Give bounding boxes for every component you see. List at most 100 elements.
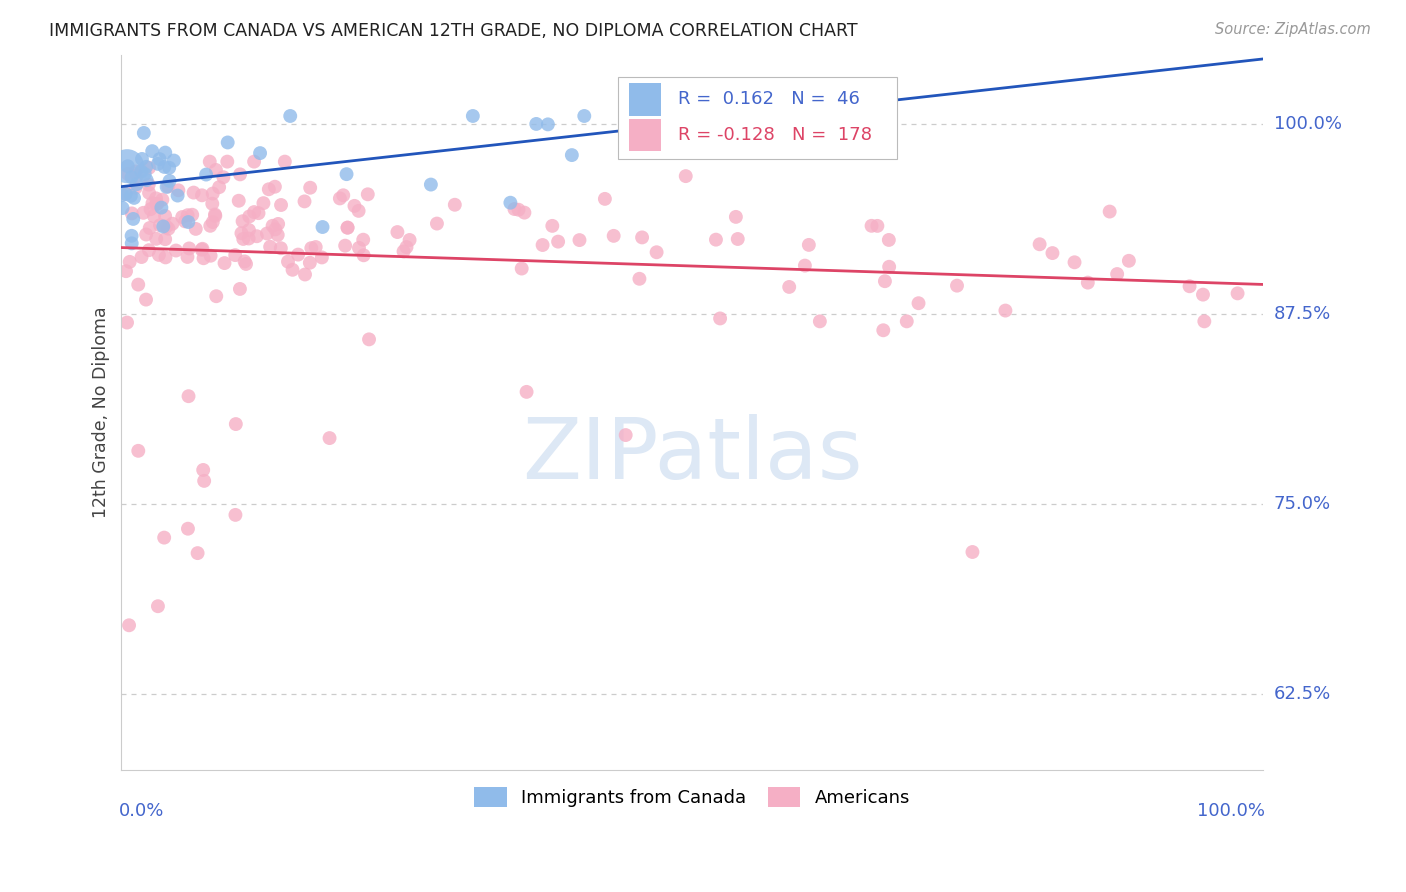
Point <box>631 230 654 244</box>
Point <box>1098 204 1121 219</box>
Point <box>252 196 274 211</box>
Point <box>299 180 322 194</box>
Point <box>568 233 591 247</box>
Point <box>264 222 287 236</box>
Point <box>311 251 333 265</box>
Point <box>157 221 180 235</box>
Point <box>138 186 160 200</box>
Point <box>232 214 254 228</box>
Point <box>357 187 380 202</box>
Point <box>681 109 703 123</box>
Point <box>267 227 290 242</box>
Text: 100.0%: 100.0% <box>1197 802 1265 821</box>
Point <box>299 241 322 255</box>
Point <box>193 474 215 488</box>
Point <box>157 161 180 175</box>
Point <box>217 136 239 150</box>
Point <box>709 311 731 326</box>
Point <box>387 225 409 239</box>
Point <box>574 109 596 123</box>
Point <box>278 109 301 123</box>
Point <box>238 231 260 245</box>
FancyBboxPatch shape <box>630 120 661 152</box>
Point <box>134 167 156 181</box>
Point <box>155 219 177 234</box>
Point <box>419 178 441 192</box>
Point <box>229 282 252 296</box>
Point <box>513 205 536 219</box>
Point <box>152 219 174 234</box>
Point <box>896 314 918 328</box>
Point <box>118 618 141 632</box>
Point <box>204 208 226 222</box>
Point <box>159 174 181 188</box>
Point <box>146 599 169 614</box>
Point <box>657 109 679 123</box>
Point <box>212 170 235 185</box>
Point <box>153 531 176 545</box>
Point <box>122 191 145 205</box>
Point <box>524 117 547 131</box>
Point <box>873 274 896 288</box>
Point <box>1226 286 1249 301</box>
Point <box>183 186 205 200</box>
Point <box>114 186 136 201</box>
Point <box>205 163 228 178</box>
Point <box>201 186 224 201</box>
Point <box>256 227 278 241</box>
Point <box>201 196 224 211</box>
Point <box>1077 276 1099 290</box>
Point <box>238 223 260 237</box>
Point <box>1063 255 1085 269</box>
Text: IMMIGRANTS FROM CANADA VS AMERICAN 12TH GRADE, NO DIPLOMA CORRELATION CHART: IMMIGRANTS FROM CANADA VS AMERICAN 12TH … <box>49 22 858 40</box>
Point <box>228 194 250 208</box>
Point <box>872 323 894 337</box>
Text: 62.5%: 62.5% <box>1274 685 1331 703</box>
Point <box>727 232 749 246</box>
Text: R =  0.162   N =  46: R = 0.162 N = 46 <box>678 90 860 109</box>
Point <box>352 233 374 247</box>
Point <box>243 154 266 169</box>
Point <box>516 384 538 399</box>
Point <box>675 169 697 183</box>
Point <box>148 248 170 262</box>
Point <box>165 244 187 258</box>
Point <box>541 219 564 233</box>
Point <box>115 159 138 173</box>
Point <box>343 199 366 213</box>
Point <box>214 256 236 270</box>
Point <box>793 259 815 273</box>
Point <box>298 256 321 270</box>
Point <box>191 242 214 256</box>
Point <box>146 197 169 211</box>
Point <box>163 153 186 168</box>
Point <box>149 219 172 233</box>
Point <box>808 314 831 328</box>
Point <box>287 247 309 261</box>
Point <box>208 180 231 194</box>
Point <box>120 189 142 203</box>
Point <box>907 296 929 310</box>
Point <box>200 219 222 233</box>
Point <box>233 254 256 268</box>
Point <box>201 215 224 229</box>
Point <box>176 208 198 222</box>
Point <box>193 252 215 266</box>
Point <box>155 145 177 160</box>
Text: R = -0.128   N =  178: R = -0.128 N = 178 <box>678 126 872 145</box>
Point <box>138 161 160 175</box>
Point <box>243 205 266 219</box>
Point <box>157 179 180 194</box>
Point <box>332 188 354 202</box>
Point <box>281 262 304 277</box>
Point <box>547 235 569 249</box>
Point <box>124 164 146 178</box>
Point <box>1192 287 1215 301</box>
Point <box>962 545 984 559</box>
Text: 0.0%: 0.0% <box>120 802 165 821</box>
Point <box>114 186 136 201</box>
Point <box>125 169 148 183</box>
Point <box>225 417 247 431</box>
Text: ZIPatlas: ZIPatlas <box>522 414 862 497</box>
Point <box>614 428 637 442</box>
